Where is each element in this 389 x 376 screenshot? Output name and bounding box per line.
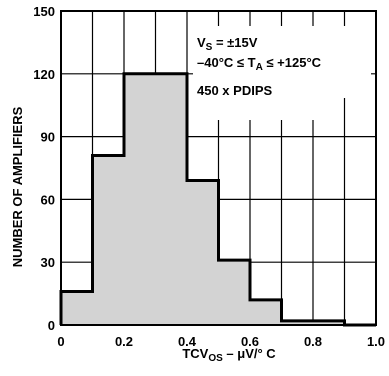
histogram-bar <box>61 291 93 325</box>
x-axis-ticks: 0 0.2 0.4 0.6 0.8 1.0 <box>57 334 385 349</box>
y-tick-label: 90 <box>41 130 55 145</box>
histogram-bar <box>155 73 187 325</box>
x-tick-label: 1.0 <box>367 334 385 349</box>
y-tick-label: 30 <box>41 255 55 270</box>
annotation-box: VS = ±15V –40°C ≤ TA ≤ +125°C 450 x PDIP… <box>190 26 371 120</box>
y-tick-label: 120 <box>33 67 55 82</box>
histogram-bar <box>313 320 345 325</box>
histogram-bars <box>61 73 345 325</box>
histogram-step-outline <box>59 72 376 327</box>
y-axis-title: NUMBER OF AMPLIFIERS <box>10 106 25 267</box>
annotation-supply: VS = ±15V <box>197 35 258 53</box>
histogram-bar <box>124 73 156 325</box>
y-axis-ticks: 0 30 60 90 120 150 <box>33 4 55 333</box>
y-tick-label: 150 <box>33 4 55 19</box>
plot-frame <box>60 10 377 326</box>
x-tick-label: 0.4 <box>178 334 197 349</box>
histogram-bar <box>281 320 313 325</box>
y-tick-label: 60 <box>41 192 55 207</box>
annotation-temperature: –40°C ≤ TA ≤ +125°C <box>197 55 322 73</box>
y-tick-label: 0 <box>48 318 55 333</box>
x-tick-label: 0.6 <box>241 334 259 349</box>
x-tick-label: 0.2 <box>115 334 133 349</box>
histogram-bar <box>187 180 219 325</box>
histogram-outline <box>59 72 376 327</box>
x-tick-label: 0.8 <box>304 334 322 349</box>
x-axis-title: TCVOS – μV/° C <box>182 346 276 364</box>
histogram-bar <box>250 299 282 325</box>
histogram-bar <box>218 260 250 325</box>
histogram-bar <box>92 155 124 325</box>
annotation-package: 450 x PDIPS <box>197 83 272 98</box>
x-tick-label: 0 <box>57 334 64 349</box>
